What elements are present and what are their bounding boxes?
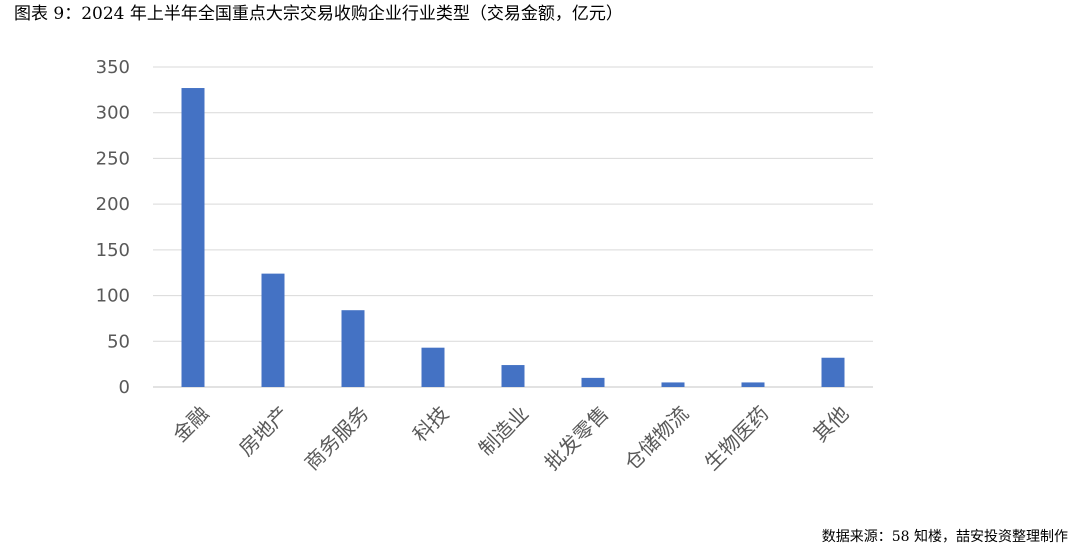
bar [341,310,365,387]
x-category-label: 制造业 [474,401,533,460]
x-category-label: 科技 [408,401,453,446]
x-category-label: 生物医药 [700,401,774,475]
y-tick-label: 300 [96,103,130,124]
x-category-label: 金融 [168,401,213,446]
bar [261,273,285,387]
x-category-label: 商务服务 [300,401,374,475]
bar [501,365,525,387]
source-note: 数据来源：58 知楼，喆安投资整理制作 [821,529,1068,545]
x-axis-categories: 金融 房地产 商务服务 科技 制造业 批发零售 仓储物流 生物医药 其他 [168,401,853,475]
y-tick-label: 50 [107,331,130,352]
x-category-label: 其他 [808,401,853,446]
chart-title: 图表 9：2024 年上半年全国重点大宗交易收购企业行业类型（交易金额，亿元） [14,4,623,24]
bar [181,88,205,388]
bars [181,88,845,388]
bar [661,382,685,387]
x-category-label: 房地产 [234,401,293,460]
y-tick-label: 200 [96,194,130,215]
y-tick-label: 250 [96,148,130,169]
y-tick-label: 100 [96,286,130,307]
y-axis-ticks: 0 50 100 150 200 250 300 350 [96,57,130,398]
x-category-label: 仓储物流 [620,401,694,475]
gridlines [153,66,873,388]
bar [821,357,845,387]
y-tick-label: 350 [96,57,130,78]
y-tick-label: 0 [119,377,130,398]
bar [581,377,605,387]
y-tick-label: 150 [96,240,130,261]
bar [421,347,445,387]
bar [741,382,765,387]
x-category-label: 批发零售 [540,401,614,475]
